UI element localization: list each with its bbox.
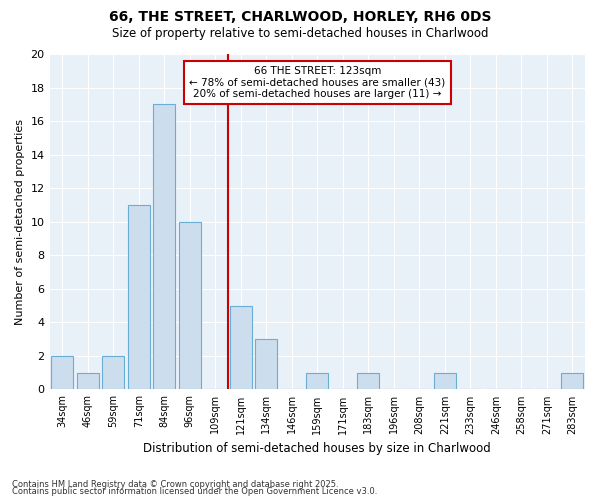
Bar — [179, 222, 200, 390]
Bar — [154, 104, 175, 390]
Y-axis label: Number of semi-detached properties: Number of semi-detached properties — [15, 118, 25, 324]
Bar — [256, 339, 277, 390]
Bar — [230, 306, 251, 390]
Text: Contains HM Land Registry data © Crown copyright and database right 2025.: Contains HM Land Registry data © Crown c… — [12, 480, 338, 489]
Text: 66, THE STREET, CHARLWOOD, HORLEY, RH6 0DS: 66, THE STREET, CHARLWOOD, HORLEY, RH6 0… — [109, 10, 491, 24]
Bar — [562, 372, 583, 390]
Bar — [77, 372, 98, 390]
X-axis label: Distribution of semi-detached houses by size in Charlwood: Distribution of semi-detached houses by … — [143, 442, 491, 455]
Text: 66 THE STREET: 123sqm
← 78% of semi-detached houses are smaller (43)
20% of semi: 66 THE STREET: 123sqm ← 78% of semi-deta… — [189, 66, 445, 99]
Bar — [52, 356, 73, 390]
Bar — [358, 372, 379, 390]
Bar — [434, 372, 455, 390]
Text: Contains public sector information licensed under the Open Government Licence v3: Contains public sector information licen… — [12, 488, 377, 496]
Text: Size of property relative to semi-detached houses in Charlwood: Size of property relative to semi-detach… — [112, 28, 488, 40]
Bar — [128, 205, 149, 390]
Bar — [307, 372, 328, 390]
Bar — [103, 356, 124, 390]
